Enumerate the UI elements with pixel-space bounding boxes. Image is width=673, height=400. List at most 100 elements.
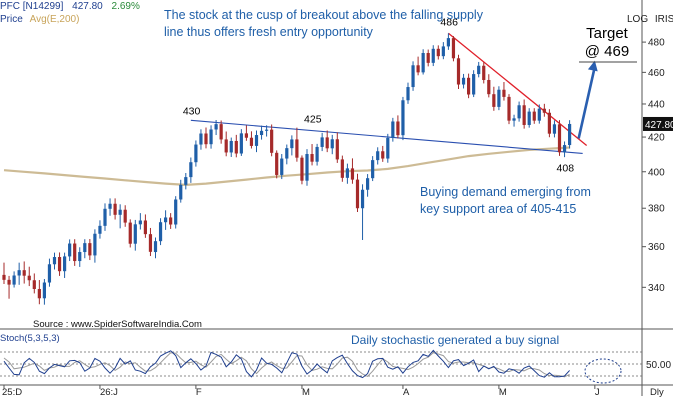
candle-body	[179, 184, 183, 200]
y-tick-label: 420	[648, 133, 665, 144]
scale-log: LOG	[627, 14, 649, 25]
demand-note-line-2: key support area of 405-415	[420, 202, 577, 216]
candle-body	[199, 133, 203, 145]
candle-body	[441, 46, 445, 57]
x-tick-label: M	[302, 387, 310, 398]
candle-body	[492, 94, 496, 107]
candle-body	[512, 118, 516, 121]
candle-body	[431, 48, 435, 63]
candle-body	[472, 74, 476, 95]
candle-body	[562, 145, 567, 153]
y-tick-label: 460	[648, 68, 665, 79]
candle-body	[411, 65, 415, 88]
y-tick-label: 340	[648, 283, 665, 294]
ma-label-avg: Avg(E,200)	[29, 14, 80, 25]
candle-body	[290, 139, 294, 149]
candle-body	[194, 144, 198, 163]
demand-note-line-1: Buying demand emerging from	[420, 185, 591, 199]
candle-body	[330, 139, 334, 149]
candle-body	[406, 87, 410, 101]
target-box: Target @ 469	[579, 25, 635, 61]
candle-body	[164, 217, 168, 223]
ema-200-line	[3, 146, 570, 187]
candle-body	[22, 270, 26, 276]
candle-body	[118, 209, 122, 215]
candle-body	[517, 105, 521, 119]
chart-header: PFC [N14299] 427.80 2.69%	[0, 1, 140, 12]
stochastic-label: Stoch(5,3,5,3)	[0, 333, 60, 344]
candle-body	[68, 243, 72, 257]
price-label: 425	[304, 114, 322, 126]
ema-200-layer	[3, 146, 570, 187]
candle-body	[88, 243, 92, 256]
symbol-label: PFC [N14299]	[0, 1, 64, 12]
candle-body	[52, 257, 57, 265]
candle-body	[502, 89, 506, 97]
candle-body	[537, 108, 541, 121]
candle-body	[93, 233, 97, 256]
candle-body	[209, 129, 213, 145]
candle-body	[416, 65, 420, 73]
x-tick-label: 25:D	[2, 387, 22, 398]
y-tick-label: 440	[648, 99, 665, 110]
breakout-note-line-1: The stock at the cusp of breakout above …	[164, 8, 483, 22]
candle-body	[189, 162, 193, 178]
last-price: 427.80	[72, 1, 103, 12]
last-price-tag	[643, 116, 673, 131]
candle-body	[148, 234, 153, 252]
candle-body	[391, 121, 395, 138]
stochastic-d-line	[3, 352, 570, 378]
candle-body	[386, 137, 390, 159]
annotation-layer: 430 425 486 408 427.80	[183, 16, 673, 175]
candle-body	[295, 139, 299, 158]
change-percent: 2.69%	[111, 1, 140, 12]
y-tick-label: 360	[648, 242, 665, 253]
candles-layer	[2, 33, 572, 305]
candle-body	[113, 203, 117, 215]
price-label: 486	[440, 16, 458, 28]
stochastic-panel: 50.00	[0, 349, 671, 384]
candle-body	[184, 177, 188, 185]
candle-body	[249, 137, 254, 146]
candle-body	[426, 53, 430, 63]
candle-body	[143, 220, 147, 235]
breakout-note-line-2: line thus offers fresh entry opportunity	[164, 25, 373, 39]
candle-body	[325, 137, 329, 149]
candle-body	[153, 241, 158, 253]
candle-body	[42, 282, 46, 299]
candle-body	[366, 178, 370, 190]
stochastic-k-line	[3, 349, 570, 379]
x-tick-label: 26:J	[100, 387, 118, 398]
candle-body	[300, 157, 304, 181]
candle-body	[371, 160, 375, 179]
candle-body	[219, 124, 223, 140]
candle-body	[259, 130, 264, 136]
stochastic-level-label: 50.00	[646, 360, 671, 371]
candle-body	[421, 53, 425, 73]
target-arrow-shaft	[577, 66, 597, 139]
candle-body	[315, 146, 319, 162]
candle-body	[12, 275, 16, 285]
candle-body	[63, 256, 67, 272]
candle-body	[345, 168, 349, 178]
candle-body	[376, 151, 380, 161]
candle-body	[275, 152, 279, 175]
scale-label: LOG IRIS	[627, 14, 673, 25]
candle-body	[381, 151, 385, 159]
price-label: 408	[557, 163, 575, 175]
x-tick-label: A	[403, 387, 410, 398]
candle-body	[224, 139, 228, 153]
candle-body	[169, 217, 173, 225]
candle-body	[527, 111, 531, 125]
candle-body	[396, 121, 400, 136]
candle-body	[108, 203, 112, 209]
candle-body	[57, 257, 62, 272]
candle-body	[446, 38, 450, 47]
candle-body	[158, 222, 163, 242]
candle-body	[138, 220, 142, 225]
candle-body	[461, 77, 466, 85]
y-tick-label: 480	[648, 38, 665, 49]
candle-body	[229, 140, 233, 153]
candle-body	[234, 140, 238, 154]
